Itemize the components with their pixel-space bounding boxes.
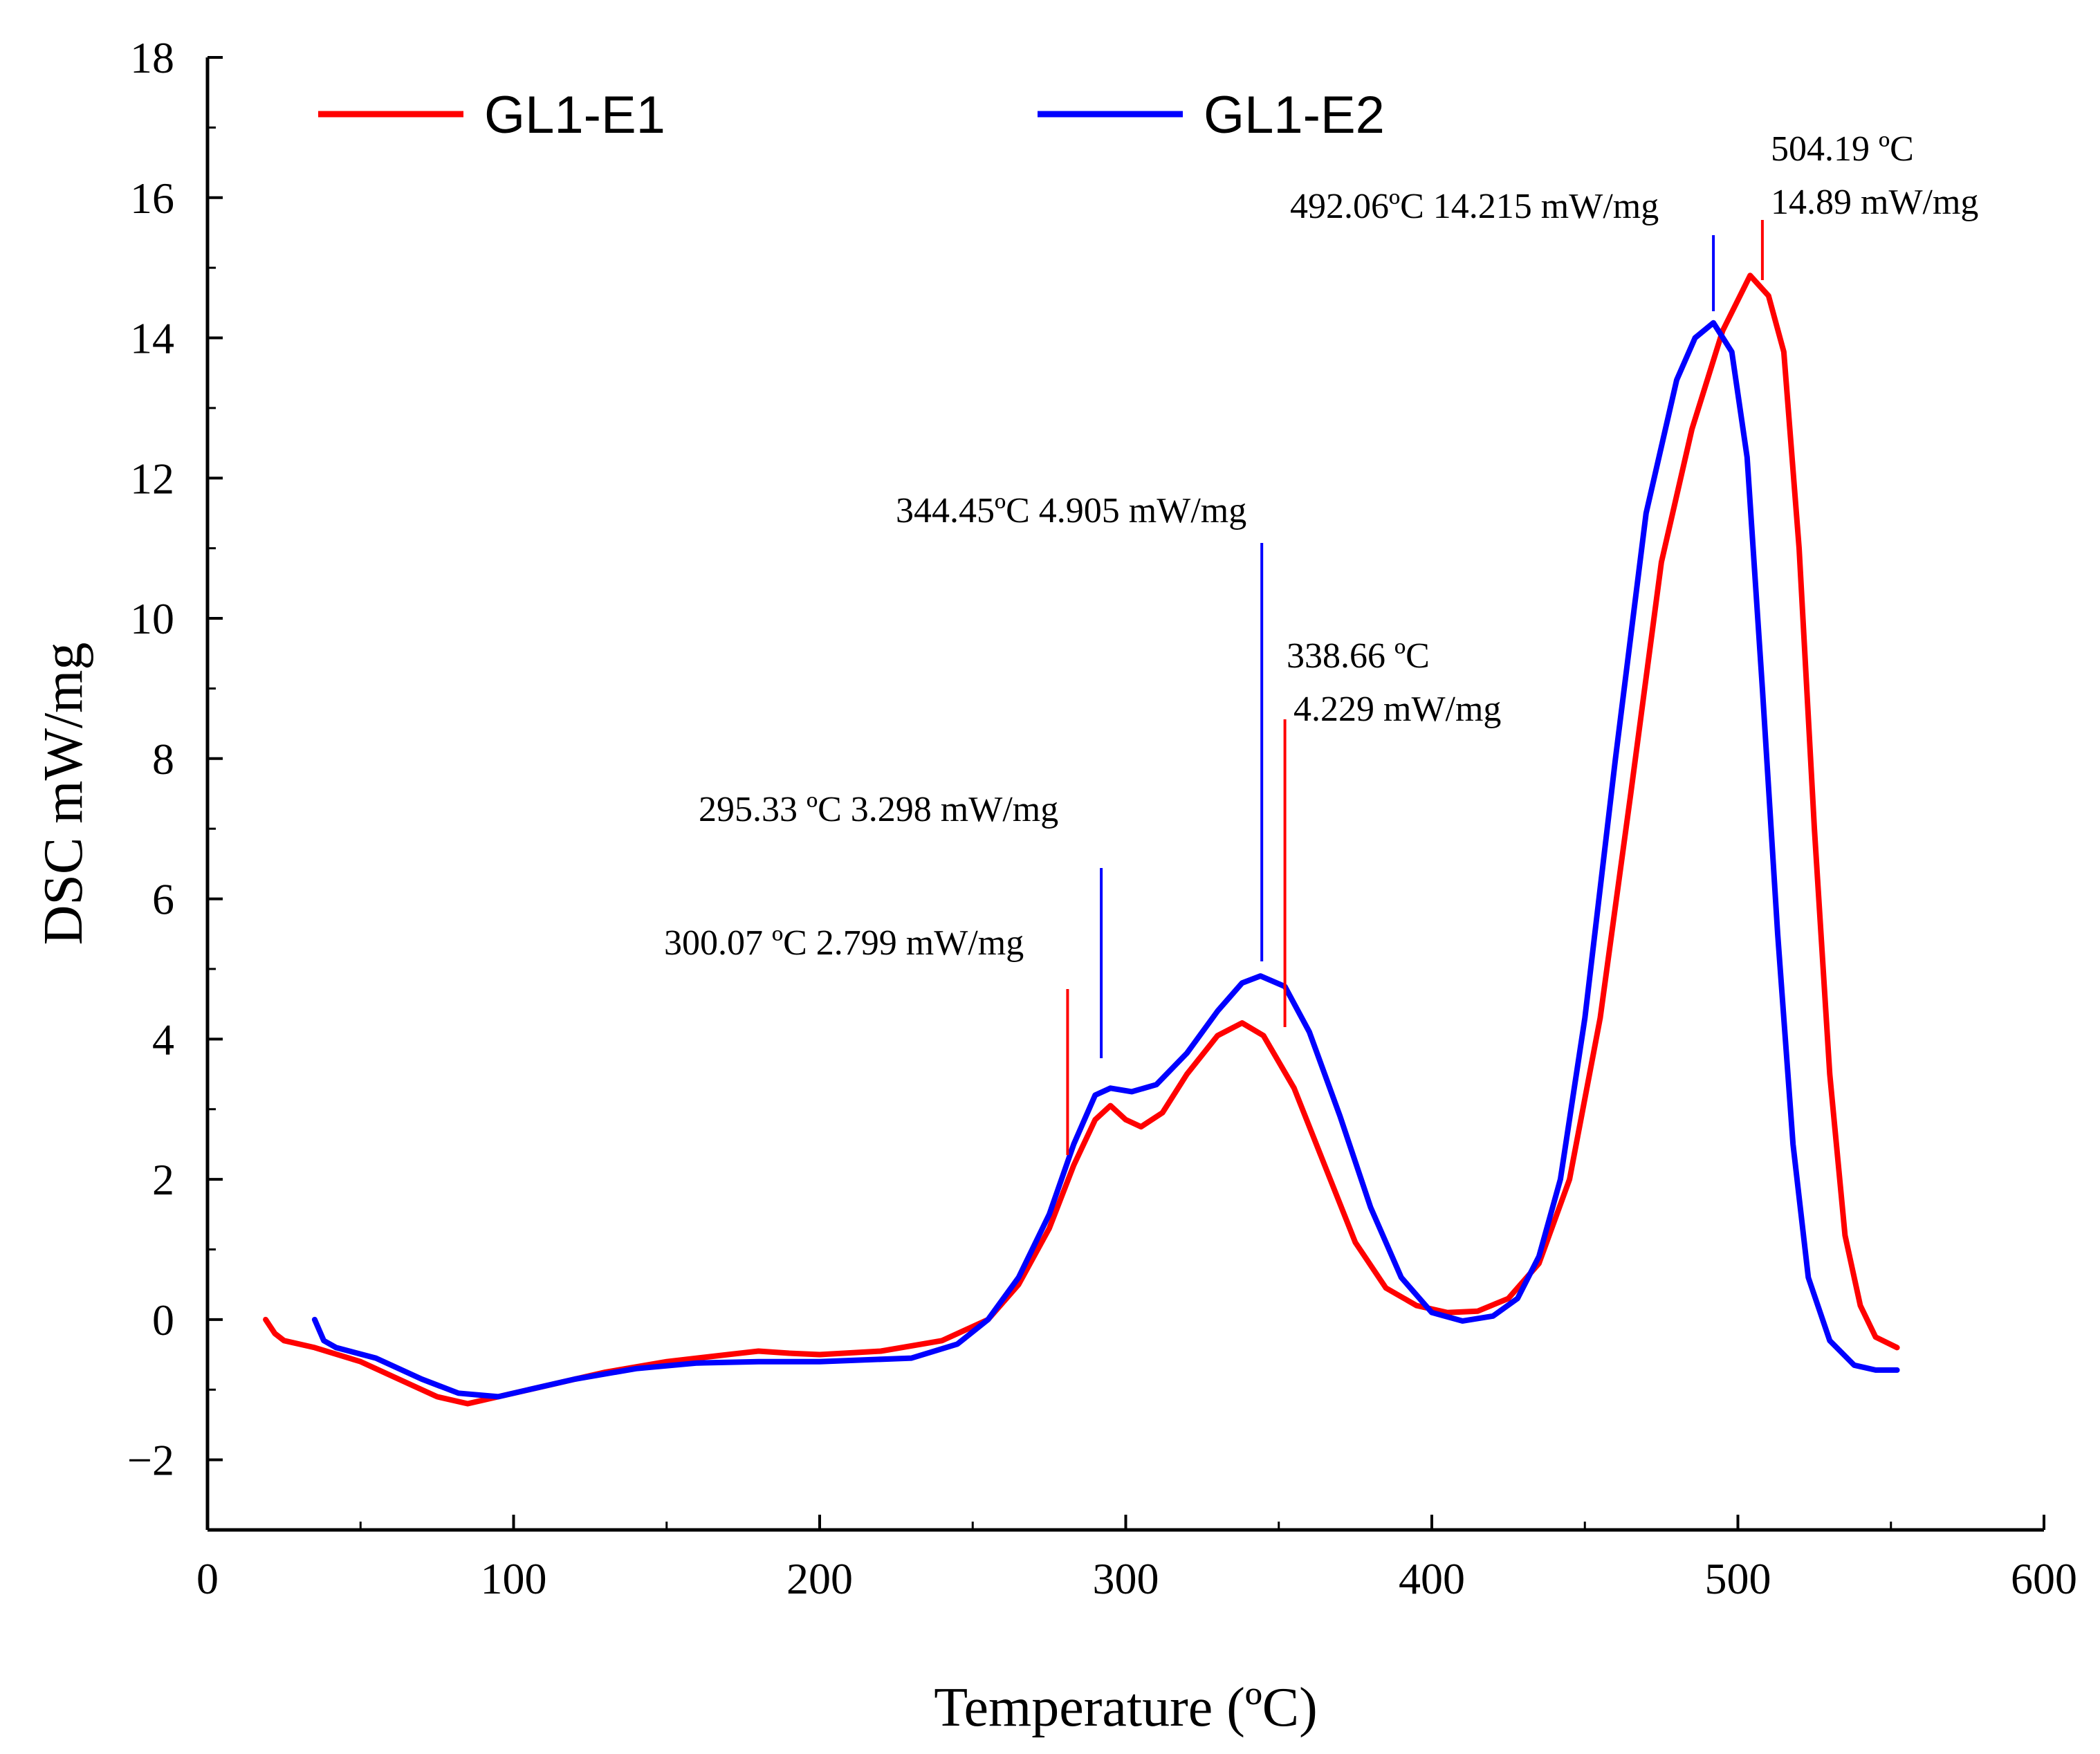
y-tick-label: 4	[152, 1015, 174, 1064]
x-tick-label: 100	[481, 1554, 547, 1603]
x-tick-label: 200	[786, 1554, 853, 1603]
annotation-label: 14.89 mW/mg	[1771, 183, 1978, 222]
annotation-label: 4.229 mW/mg	[1293, 690, 1501, 729]
x-tick-label: 600	[2011, 1554, 2077, 1603]
y-tick-label: 8	[152, 735, 174, 784]
y-tick-label: 6	[152, 875, 174, 924]
x-tick-label: 0	[196, 1554, 219, 1603]
annotation-label: 295.33 ºC 3.298 mW/mg	[699, 790, 1058, 829]
y-tick-label: 0	[152, 1295, 174, 1345]
annotation-label: 344.45ºC 4.905 mW/mg	[896, 491, 1246, 530]
x-axis-title: Temperature (ºC)	[934, 1677, 1318, 1738]
annotation-label: 492.06ºC 14.215 mW/mg	[1290, 187, 1659, 226]
annotations-group: 492.06ºC 14.215 mW/mg 504.19 ºC 14.89 mW/m…	[664, 129, 1978, 1155]
legend: GL1-E1 GL1-E2	[318, 86, 1385, 145]
y-tick-label: 16	[130, 174, 174, 223]
legend-label-gl1-e2: GL1-E2	[1204, 86, 1385, 145]
series-group	[263, 273, 1900, 1407]
y-axis-title: DSC mW/mg	[33, 643, 94, 945]
y-tick-label: 2	[152, 1155, 174, 1204]
y-tick-label: −2	[127, 1436, 174, 1485]
annotation-label: 300.07 ºC 2.799 mW/mg	[664, 923, 1024, 963]
annotation-label: 338.66 ºC	[1287, 636, 1430, 676]
annotation-label: 504.19 ºC	[1771, 129, 1914, 169]
series-line-gl1-e2	[311, 320, 1900, 1400]
series-line-gl1-e1	[263, 273, 1900, 1407]
x-tick-label: 300	[1093, 1554, 1159, 1603]
x-tick-label: 400	[1399, 1554, 1465, 1603]
y-tick-label: 14	[130, 314, 174, 363]
x-tick-label: 500	[1705, 1554, 1771, 1603]
y-tick-label: 18	[130, 33, 174, 82]
axes: 0 100 200 300 400 500 600 −2 0 2 4 6 8 10 12 14 16 18	[127, 33, 2077, 1603]
y-tick-label: 12	[130, 454, 174, 503]
y-tick-label: 10	[130, 594, 174, 643]
legend-label-gl1-e1: GL1-E1	[484, 86, 665, 145]
